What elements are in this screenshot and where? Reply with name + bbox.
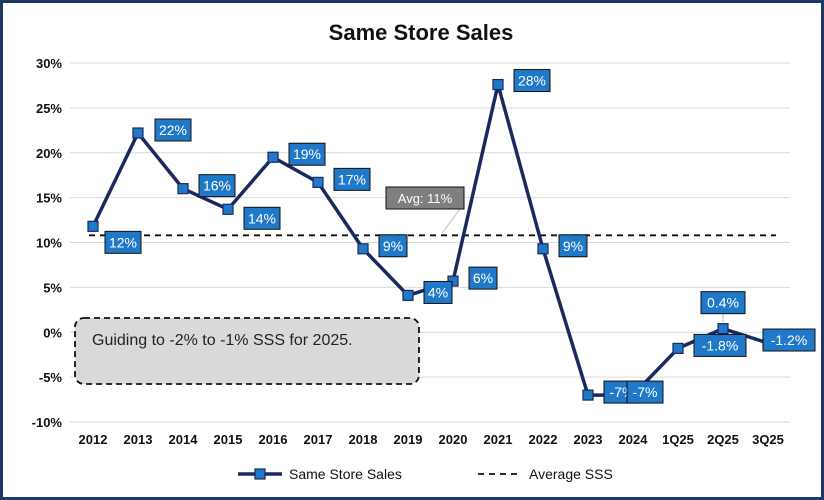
data-label: 9%	[383, 238, 403, 254]
legend-label-average: Average SSS	[529, 466, 613, 482]
y-tick-label: 10%	[36, 236, 62, 251]
data-label: -7%	[633, 384, 658, 400]
data-label: 28%	[518, 73, 546, 89]
y-tick-label: 0%	[43, 325, 62, 340]
data-label-box	[700, 291, 746, 315]
sss-marker	[717, 323, 729, 335]
guidance-note-box	[74, 317, 420, 385]
data-label-box	[378, 234, 408, 258]
data-label: 4%	[428, 284, 448, 300]
guidance-note: Guiding to -2% to -1% SSS for 2025.	[74, 317, 420, 385]
x-tick-label: 2Q25	[707, 432, 739, 447]
sss-marker	[87, 220, 99, 232]
data-label-box	[468, 266, 498, 290]
sss-marker	[132, 127, 144, 139]
data-label: 22%	[159, 122, 187, 138]
x-tick-label: 2023	[574, 432, 603, 447]
data-label-box	[198, 174, 236, 198]
sss-marker	[537, 243, 549, 255]
x-tick-label: 2021	[484, 432, 513, 447]
data-label-box	[243, 206, 281, 230]
chart-title: Same Store Sales	[329, 20, 514, 45]
y-tick-label: 25%	[36, 101, 62, 116]
sss-marker	[672, 342, 684, 355]
y-tick-label: 20%	[36, 146, 62, 161]
x-tick-label: 1Q25	[662, 432, 694, 447]
data-label: 17%	[338, 171, 366, 187]
sss-marker	[312, 176, 324, 188]
sss-marker	[222, 203, 234, 215]
guidance-note-text: Guiding to -2% to -1% SSS for 2025.	[92, 332, 353, 349]
legend-label-sss: Same Store Sales	[289, 466, 402, 482]
data-label: 0.4%	[707, 295, 739, 311]
y-tick-label: 30%	[36, 56, 62, 71]
data-label: 12%	[109, 234, 137, 250]
x-tick-label: 2018	[349, 432, 378, 447]
x-tick-label: 2019	[394, 432, 423, 447]
y-tick-label: -10%	[32, 415, 63, 430]
x-tick-label: 2014	[169, 432, 199, 447]
x-tick-label: 2012	[79, 432, 108, 447]
y-tick-label: 15%	[36, 191, 62, 206]
data-label-box	[154, 118, 192, 142]
data-label-box	[626, 380, 664, 404]
data-label: -1.8%	[702, 337, 739, 353]
y-axis: -10% -5% 0% 5% 10% 15% 20% 25% 30%	[32, 56, 63, 430]
data-label: 19%	[293, 146, 321, 162]
data-label: 6%	[473, 270, 493, 286]
data-label-box	[513, 69, 551, 93]
data-label: 14%	[248, 210, 276, 226]
data-label: 16%	[203, 178, 231, 194]
average-annotation: Avg: 11%	[398, 191, 453, 206]
sss-marker	[267, 151, 279, 163]
data-label-box	[693, 333, 747, 357]
average-annotation-box	[385, 186, 465, 210]
data-label: 9%	[563, 238, 583, 254]
sss-marker	[177, 183, 189, 195]
data-label-box	[104, 230, 142, 254]
average-leader	[441, 208, 461, 234]
y-tick-label: 5%	[43, 280, 62, 295]
x-axis: 2012 2013 2014 2015 2016 2017 2018 2019 2020 2021…	[79, 432, 784, 447]
data-label-box	[333, 167, 371, 191]
x-tick-label: 2020	[439, 432, 468, 447]
x-tick-label: 2024	[619, 432, 649, 447]
x-tick-label: 2016	[259, 432, 288, 447]
data-labels: 12%22%16%14%19%17%9%4%6%28%9%-7%-7%-1.8%…	[104, 69, 816, 404]
y-tick-label: -5%	[39, 370, 63, 385]
legend: Same Store Sales Average SSS	[238, 466, 613, 482]
x-tick-label: 3Q25	[752, 432, 784, 447]
data-label: -1.2%	[771, 332, 808, 348]
x-tick-label: 2017	[304, 432, 333, 447]
data-label-box	[288, 142, 326, 166]
x-tick-label: 2013	[124, 432, 153, 447]
data-label-box	[558, 234, 588, 258]
average-line-group: Avg: 11%	[89, 186, 776, 237]
sss-marker	[492, 78, 504, 91]
x-tick-label: 2022	[529, 432, 558, 447]
legend-marker-sss	[254, 468, 266, 480]
x-tick-label: 2015	[214, 432, 243, 447]
sss-marker	[582, 389, 594, 401]
data-label-box	[762, 328, 816, 352]
sss-marker	[402, 289, 414, 302]
data-label-box	[423, 280, 453, 304]
sss-marker	[357, 243, 369, 255]
